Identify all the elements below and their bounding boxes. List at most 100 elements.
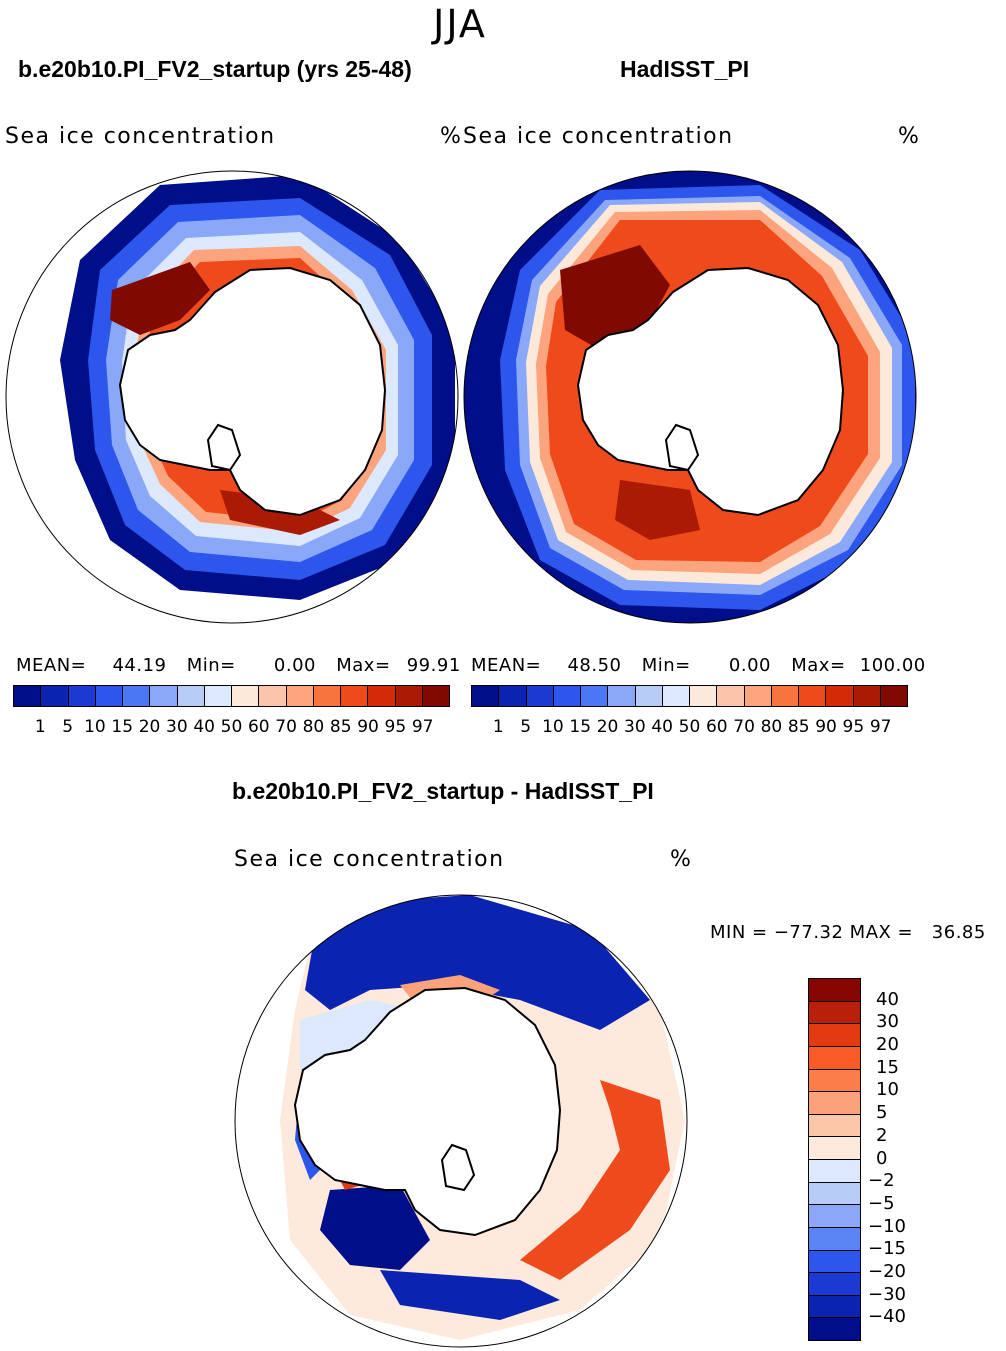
obs-colorbar-segment bbox=[499, 686, 527, 706]
model-max-label: Max= bbox=[336, 655, 391, 676]
obs-colorbar-tick-label: 40 bbox=[651, 717, 674, 737]
model-colorbar-tick-label: 40 bbox=[193, 717, 216, 737]
diff-colorbar-tick-label: 5 bbox=[876, 1102, 888, 1124]
model-colorbar-segment bbox=[177, 686, 205, 706]
model-colorbar-tick-label: 50 bbox=[220, 717, 243, 737]
model-colorbar-tick-label: 70 bbox=[275, 717, 297, 737]
diff-minmax: MIN = −77.32 MAX = 36.85 bbox=[710, 922, 986, 943]
obs-colorbar-tick-label: 95 bbox=[842, 717, 865, 737]
model-colorbar-segment bbox=[204, 686, 232, 706]
diff-colorbar-ticks: 40 30 20 15 10 5 2 0 −2 −5 −10 −15 −20 −30 −40 bbox=[868, 978, 928, 1341]
obs-colorbar-segment bbox=[553, 686, 581, 706]
diff-colorbar-tick-label: 40 bbox=[876, 988, 899, 1010]
model-variable-label: Sea ice concentration bbox=[5, 124, 276, 149]
diff-colorbar-segment bbox=[809, 1114, 860, 1138]
model-colorbar-segment bbox=[422, 686, 449, 706]
diff-colorbar-segment bbox=[809, 1318, 860, 1340]
obs-stats: MEAN= 48.50 Min= 0.00 Max= 100.00 bbox=[471, 655, 926, 676]
obs-units-label: % bbox=[898, 124, 921, 149]
diff-colorbar-tick-label: 30 bbox=[876, 1011, 899, 1033]
model-colorbar-tick-label: 30 bbox=[166, 717, 188, 737]
season-title: JJA bbox=[433, 2, 487, 46]
obs-colorbar-tick-label: 50 bbox=[678, 717, 701, 737]
model-colorbar-tick-label: 1 bbox=[34, 717, 46, 737]
obs-colorbar-segment bbox=[608, 686, 636, 706]
model-units-label: % bbox=[440, 124, 463, 149]
diff-variable-label: Sea ice concentration bbox=[234, 847, 505, 872]
model-colorbar-tick-label: 20 bbox=[138, 717, 161, 737]
model-colorbar-segment bbox=[41, 686, 69, 706]
model-colorbar-segment bbox=[259, 686, 287, 706]
diff-colorbar-tick-label: −15 bbox=[868, 1238, 906, 1260]
diff-colorbar-segment bbox=[809, 979, 860, 1002]
obs-colorbar-tick-label: 1 bbox=[492, 717, 504, 737]
obs-colorbar-tick-label: 85 bbox=[787, 717, 810, 737]
diff-colorbar-tick-label: −10 bbox=[868, 1215, 906, 1237]
diff-colorbar-segment bbox=[809, 1250, 860, 1274]
model-max-value: 99.91 bbox=[406, 655, 461, 676]
obs-min-value: 0.00 bbox=[728, 655, 771, 676]
diff-colorbar-tick-label: 0 bbox=[876, 1147, 888, 1169]
obs-mean-label: MEAN= bbox=[471, 655, 542, 676]
model-colorbar-tick-label: 95 bbox=[384, 717, 407, 737]
model-colorbar-tick-label: 10 bbox=[84, 717, 106, 737]
obs-min-label: Min= bbox=[641, 655, 691, 676]
diff-colorbar-segment bbox=[809, 1137, 860, 1160]
model-min-label: Min= bbox=[186, 655, 236, 676]
obs-max-value: 100.00 bbox=[859, 655, 926, 676]
obs-colorbar-ticks: 1 5 10 15 20 30 40 50 60 70 80 85 90 95 97 bbox=[471, 717, 908, 739]
obs-colorbar-segment bbox=[799, 686, 827, 706]
obs-colorbar-segment bbox=[717, 686, 745, 706]
diff-colorbar-segment bbox=[809, 1205, 860, 1228]
model-colorbar-segment bbox=[286, 686, 314, 706]
obs-variable-label: Sea ice concentration bbox=[463, 124, 734, 149]
diff-colorbar-segment bbox=[809, 1046, 860, 1070]
model-colorbar-tick-label: 60 bbox=[247, 717, 270, 737]
obs-colorbar-tick-label: 15 bbox=[569, 717, 592, 737]
obs-colorbar-tick-label: 60 bbox=[705, 717, 728, 737]
model-colorbar-segment bbox=[68, 686, 96, 706]
model-colorbar-segment bbox=[232, 686, 260, 706]
obs-colorbar-segment bbox=[853, 686, 881, 706]
model-colorbar-segment bbox=[14, 686, 42, 706]
obs-colorbar-segment bbox=[880, 686, 907, 706]
obs-mean-value: 48.50 bbox=[567, 655, 622, 676]
obs-colorbar-tick-label: 30 bbox=[624, 717, 646, 737]
model-min-value: 0.00 bbox=[273, 655, 316, 676]
obs-colorbar-tick-label: 20 bbox=[596, 717, 619, 737]
model-colorbar-tick-label: 5 bbox=[62, 717, 74, 737]
diff-colorbar-segment bbox=[809, 1295, 860, 1319]
diff-colorbar bbox=[808, 978, 861, 1341]
obs-colorbar-segment bbox=[526, 686, 554, 706]
model-colorbar bbox=[13, 685, 450, 707]
obs-colorbar-tick-label: 5 bbox=[520, 717, 532, 737]
model-mean-value: 44.19 bbox=[112, 655, 167, 676]
model-colorbar-segment bbox=[123, 686, 151, 706]
obs-colorbar-segment bbox=[581, 686, 609, 706]
diff-colorbar-tick-label: −20 bbox=[868, 1260, 906, 1282]
obs-colorbar-segment bbox=[472, 686, 500, 706]
diff-colorbar-tick-label: −2 bbox=[868, 1170, 895, 1192]
diff-colorbar-segment bbox=[809, 1273, 860, 1296]
obs-colorbar-tick-label: 90 bbox=[815, 717, 837, 737]
diff-colorbar-tick-label: −5 bbox=[868, 1192, 895, 1214]
diff-units-label: % bbox=[670, 847, 693, 872]
obs-max-label: Max= bbox=[791, 655, 846, 676]
model-colorbar-segment bbox=[95, 686, 123, 706]
model-colorbar-tick-label: 97 bbox=[411, 717, 434, 737]
obs-colorbar-segment bbox=[662, 686, 690, 706]
obs-colorbar-segment bbox=[771, 686, 799, 706]
model-colorbar-tick-label: 80 bbox=[302, 717, 325, 737]
diff-colorbar-segment bbox=[809, 1092, 860, 1115]
obs-colorbar-segment bbox=[690, 686, 718, 706]
obs-colorbar-segment bbox=[826, 686, 854, 706]
model-colorbar-segment bbox=[395, 686, 423, 706]
obs-colorbar-tick-label: 97 bbox=[869, 717, 892, 737]
model-colorbar-tick-label: 90 bbox=[357, 717, 379, 737]
model-colorbar-tick-label: 85 bbox=[329, 717, 352, 737]
obs-colorbar-tick-label: 70 bbox=[733, 717, 755, 737]
diff-colorbar-segment bbox=[809, 1160, 860, 1183]
diff-colorbar-segment bbox=[809, 1001, 860, 1025]
obs-colorbar-tick-label: 80 bbox=[760, 717, 783, 737]
